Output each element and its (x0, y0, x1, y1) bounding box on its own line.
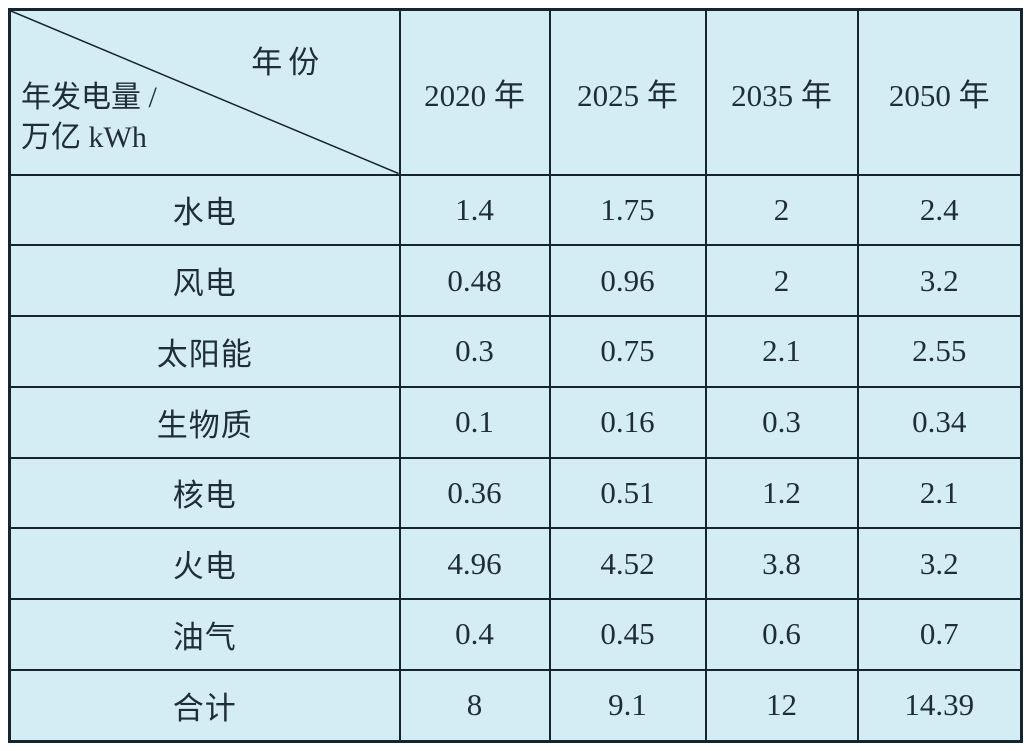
value-cell: 0.3 (704, 385, 859, 459)
value-cell: 0.1 (398, 385, 551, 459)
power-generation-table: 年份 年发电量 / 万亿 kWh 2020 年 2025 年 2035 年 20… (8, 8, 1023, 743)
header-row: 年份 年发电量 / 万亿 kWh 2020 年 2025 年 2035 年 20… (8, 8, 1023, 176)
value-cell: 1.2 (704, 456, 859, 530)
row-axis-label-line2: 万亿 kWh (21, 120, 147, 154)
value-cell: 12 (704, 668, 859, 743)
table-row-total: 合计 8 9.1 12 14.39 (8, 668, 1023, 743)
corner-row-axis-label: 年发电量 / 万亿 kWh (21, 78, 157, 158)
row-label-oilgas: 油气 (8, 598, 401, 671)
table-row-hydro: 水电 1.4 1.75 2 2.4 (8, 173, 1023, 247)
year-header-2020: 2020 年 (398, 8, 551, 176)
value-cell: 0.6 (704, 598, 859, 671)
table-row-nuclear: 核电 0.36 0.51 1.2 2.1 (8, 456, 1023, 530)
row-label-hydro: 水电 (8, 173, 401, 247)
value-cell: 2 (704, 244, 859, 318)
value-cell: 0.7 (856, 598, 1023, 671)
value-cell: 9.1 (548, 668, 707, 743)
value-cell: 2.1 (704, 315, 859, 388)
value-cell: 0.51 (548, 456, 707, 530)
row-label-thermal: 火电 (8, 527, 401, 601)
row-label-nuclear: 核电 (8, 456, 401, 530)
row-label-wind: 风电 (8, 244, 401, 318)
table-row-biomass: 生物质 0.1 0.16 0.3 0.34 (8, 385, 1023, 459)
value-cell: 14.39 (856, 668, 1023, 743)
value-cell: 3.2 (856, 244, 1023, 318)
value-cell: 4.52 (548, 527, 707, 601)
value-cell: 8 (398, 668, 551, 743)
value-cell: 0.3 (398, 315, 551, 388)
table-row-oilgas: 油气 0.4 0.45 0.6 0.7 (8, 598, 1023, 671)
row-label-solar: 太阳能 (8, 315, 401, 388)
value-cell: 0.4 (398, 598, 551, 671)
table-row-solar: 太阳能 0.3 0.75 2.1 2.55 (8, 315, 1023, 388)
value-cell: 0.34 (856, 385, 1023, 459)
row-label-total: 合计 (8, 668, 401, 743)
diagonal-divider-line (11, 11, 399, 174)
value-cell: 0.48 (398, 244, 551, 318)
value-cell: 0.36 (398, 456, 551, 530)
value-cell: 0.75 (548, 315, 707, 388)
row-axis-label-line1: 年发电量 / (21, 80, 157, 114)
value-cell: 3.8 (704, 527, 859, 601)
table-row-thermal: 火电 4.96 4.52 3.8 3.2 (8, 527, 1023, 601)
value-cell: 0.16 (548, 385, 707, 459)
year-header-2025: 2025 年 (548, 8, 707, 176)
value-cell: 0.45 (548, 598, 707, 671)
year-header-2035: 2035 年 (704, 8, 859, 176)
value-cell: 2 (704, 173, 859, 247)
row-label-biomass: 生物质 (8, 385, 401, 459)
corner-header-cell: 年份 年发电量 / 万亿 kWh (8, 8, 401, 176)
value-cell: 0.96 (548, 244, 707, 318)
table-row-wind: 风电 0.48 0.96 2 3.2 (8, 244, 1023, 318)
value-cell: 1.4 (398, 173, 551, 247)
value-cell: 1.75 (548, 173, 707, 247)
value-cell: 4.96 (398, 527, 551, 601)
value-cell: 2.55 (856, 315, 1023, 388)
value-cell: 2.1 (856, 456, 1023, 530)
corner-column-axis-label: 年份 (251, 45, 326, 80)
value-cell: 2.4 (856, 173, 1023, 247)
year-header-2050: 2050 年 (856, 8, 1023, 176)
value-cell: 3.2 (856, 527, 1023, 601)
